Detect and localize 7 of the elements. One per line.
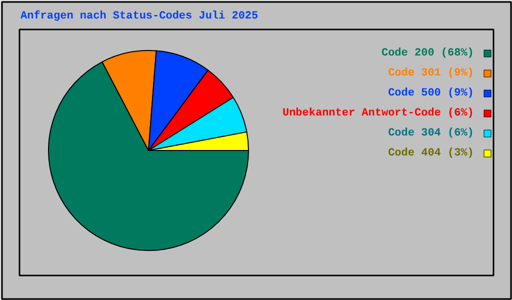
legend-label: Code 500 (9%)	[388, 88, 474, 100]
chart-title: Anfragen nach Status-Codes Juli 2025	[20, 10, 259, 22]
legend-label: Code 200 (68%)	[381, 48, 474, 60]
legend-label: Unbekannter Antwort-Code (6%)	[282, 108, 474, 120]
legend-label: Code 304 (6%)	[388, 128, 474, 140]
legend-label: Code 301 (9%)	[388, 68, 474, 80]
legend-label: Code 404 (3%)	[388, 148, 474, 160]
